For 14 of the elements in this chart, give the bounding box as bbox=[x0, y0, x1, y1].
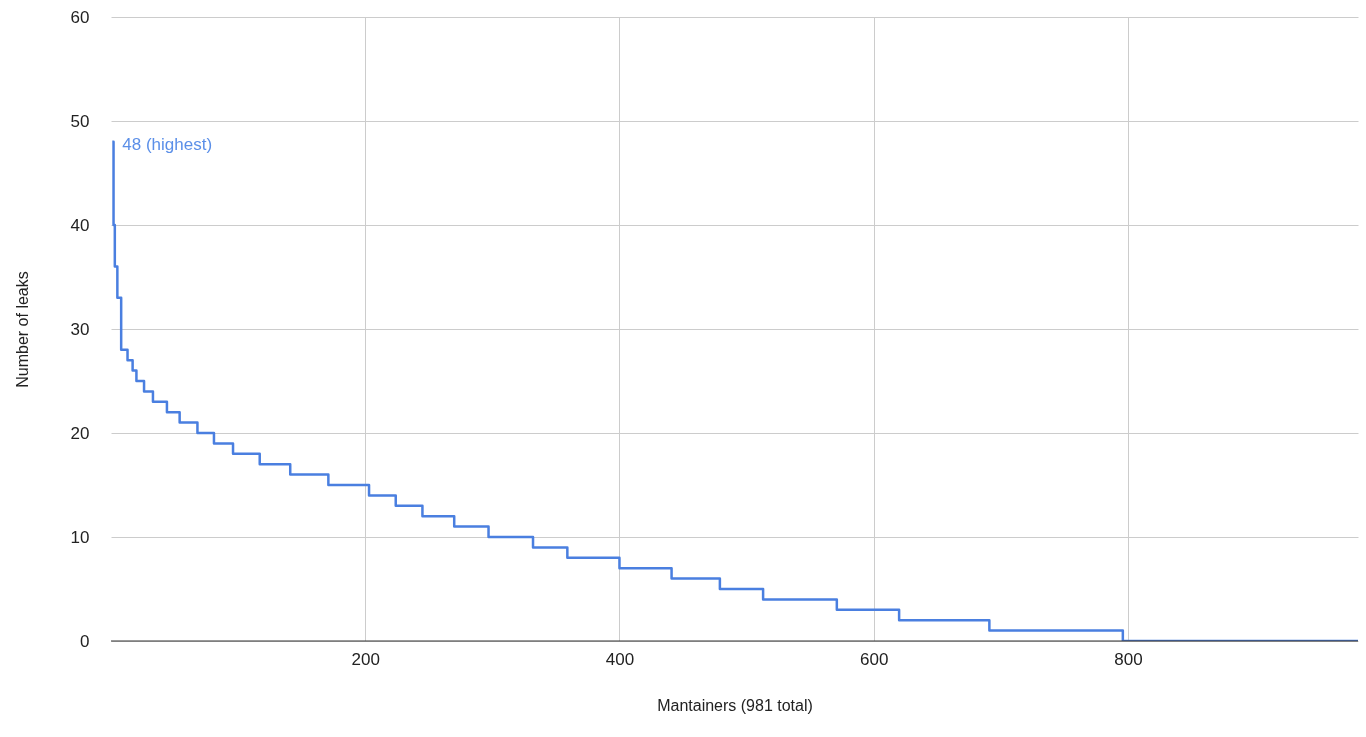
x-tick-label: 400 bbox=[605, 649, 635, 669]
x-tick-label: 600 bbox=[860, 649, 889, 669]
y-tick-label: 60 bbox=[70, 7, 90, 27]
annotation: 48 (highest) bbox=[122, 134, 213, 154]
x-tick-label: 800 bbox=[1114, 649, 1143, 669]
y-axis-title: Number of leaks bbox=[13, 271, 31, 388]
y-tick-label: 40 bbox=[70, 215, 90, 235]
x-axis-title: Mantainers (981 total) bbox=[657, 696, 813, 714]
x-tick-label: 200 bbox=[351, 649, 380, 669]
y-tick-label: 50 bbox=[70, 111, 90, 131]
y-tick-label: 0 bbox=[80, 631, 90, 651]
y-tick-label: 10 bbox=[70, 527, 90, 547]
y-tick-label: 30 bbox=[70, 319, 90, 339]
y-tick-label: 20 bbox=[70, 423, 90, 443]
